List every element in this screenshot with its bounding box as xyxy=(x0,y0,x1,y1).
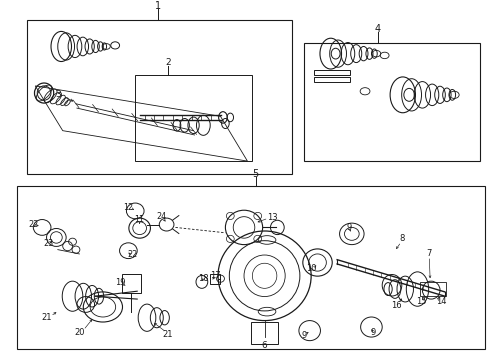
Text: 7: 7 xyxy=(427,249,432,258)
Text: 2: 2 xyxy=(165,58,171,67)
Text: 15: 15 xyxy=(416,297,427,306)
Bar xyxy=(210,274,220,284)
Bar xyxy=(135,75,252,161)
Text: 3: 3 xyxy=(55,90,61,99)
Bar xyxy=(17,186,485,349)
Text: 21: 21 xyxy=(162,330,173,339)
Text: 22: 22 xyxy=(28,220,38,229)
Text: 14: 14 xyxy=(436,297,446,306)
Text: 5: 5 xyxy=(253,169,259,179)
Text: 4: 4 xyxy=(375,24,381,34)
Text: 8: 8 xyxy=(399,234,404,243)
Bar xyxy=(27,19,292,174)
Text: 9: 9 xyxy=(371,328,376,337)
Text: 9: 9 xyxy=(346,223,351,232)
Bar xyxy=(314,77,350,82)
Text: 6: 6 xyxy=(262,341,268,350)
Text: 17: 17 xyxy=(210,271,221,280)
Bar xyxy=(122,274,141,293)
Text: 12: 12 xyxy=(123,203,133,212)
Text: 19: 19 xyxy=(115,278,126,287)
Text: 11: 11 xyxy=(135,215,145,224)
Bar xyxy=(314,70,350,75)
Text: 1: 1 xyxy=(155,1,161,11)
Text: 18: 18 xyxy=(198,274,209,283)
Text: 21: 21 xyxy=(41,313,52,322)
Text: 16: 16 xyxy=(391,301,401,310)
Bar xyxy=(304,43,480,161)
Text: 24: 24 xyxy=(157,212,167,221)
Text: 22: 22 xyxy=(127,250,137,259)
Bar xyxy=(420,282,446,296)
Text: 23: 23 xyxy=(43,239,53,248)
Text: 10: 10 xyxy=(306,264,317,273)
Bar xyxy=(251,322,278,344)
Text: 13: 13 xyxy=(267,213,278,222)
Text: 20: 20 xyxy=(74,328,85,337)
Text: 9: 9 xyxy=(301,331,306,340)
